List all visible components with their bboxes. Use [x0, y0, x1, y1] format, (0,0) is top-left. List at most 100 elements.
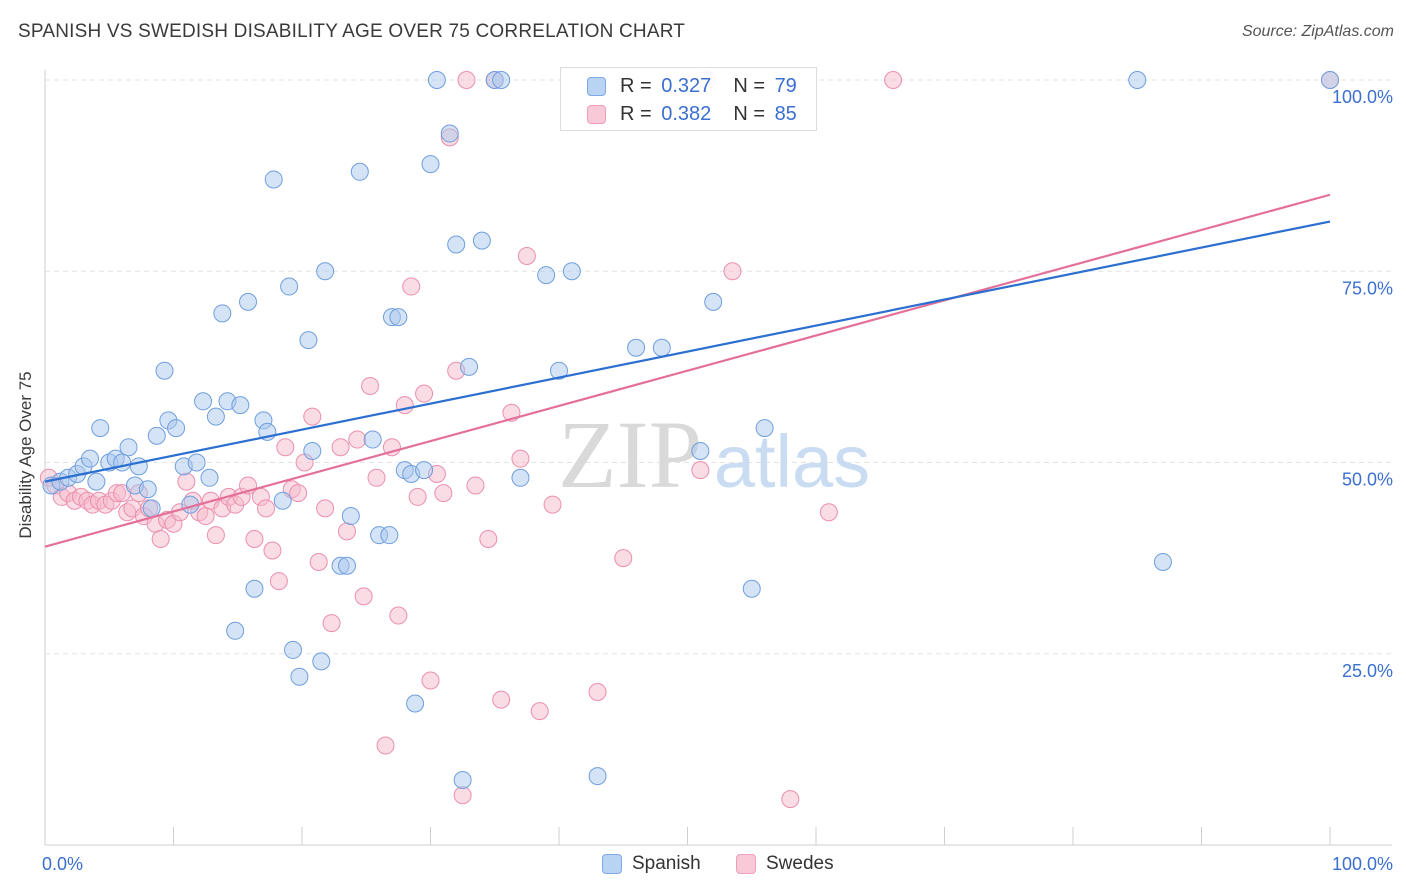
spanish-point	[1321, 71, 1339, 89]
swedes-point	[421, 671, 440, 690]
swedes-point	[376, 736, 395, 755]
spanish-point	[167, 419, 186, 438]
spanish-point	[316, 262, 335, 281]
spanish-point	[226, 621, 245, 640]
spanish-point	[562, 262, 581, 281]
spanish-point	[742, 579, 761, 598]
swedes-point	[389, 606, 408, 625]
spanish-point	[299, 331, 318, 350]
swedes-point	[206, 526, 225, 545]
swedes-point	[289, 484, 308, 503]
swedes-point	[415, 384, 434, 403]
swedes-point	[479, 530, 498, 548]
swedes-point	[269, 572, 288, 591]
spanish-point	[273, 491, 292, 510]
spanish-point	[147, 426, 166, 445]
swedes-point	[884, 71, 903, 89]
swedes-point	[781, 790, 800, 809]
spanish-point	[440, 124, 459, 143]
x-tick-label: 100.0%	[1332, 854, 1393, 874]
spanish-point	[341, 507, 360, 526]
legend-swatch-swedes	[587, 104, 606, 124]
x-tick-label: 0.0%	[42, 854, 83, 874]
bottom-legend-label-spanish: Spanish	[632, 853, 701, 874]
swedes-point	[367, 468, 386, 487]
swedes-point	[434, 484, 453, 503]
spanish-point	[337, 556, 356, 575]
spanish-point	[231, 396, 250, 415]
spanish-point	[194, 392, 213, 411]
spanish-point	[460, 357, 479, 376]
swedes-point	[457, 71, 476, 89]
swedes-point	[819, 503, 838, 522]
spanish-point	[511, 468, 530, 487]
bottom-legend-swatch-swedes	[736, 854, 756, 874]
spanish-point	[627, 338, 646, 357]
legend-n-value: 85	[774, 102, 797, 125]
swedes-point	[408, 487, 427, 506]
legend-swatch-spanish	[587, 76, 606, 96]
legend-n-value: 79	[774, 74, 797, 97]
swedes-point	[517, 246, 536, 265]
spanish-point	[213, 304, 232, 323]
bottom-legend-swedes: Swedes	[736, 852, 834, 876]
spanish-point	[406, 694, 425, 713]
spanish-point	[755, 419, 774, 438]
spanish-point	[312, 652, 331, 671]
spanish-point	[1153, 552, 1172, 571]
spanish-point	[492, 71, 511, 89]
spanish-point	[303, 442, 322, 461]
legend-r-value: 0.382	[661, 102, 712, 125]
spanish-point	[537, 266, 556, 285]
legend-r-label: R =	[620, 74, 652, 97]
y-tick-label: 25.0%	[1342, 661, 1393, 681]
tick-labels: 100.0% 75.0% 50.0% 25.0% 0.0% 100.0%	[42, 87, 1393, 874]
swedes-point	[276, 438, 295, 457]
swedes-point	[196, 507, 215, 526]
legend-row-swedes: R = 0.382 N = 85	[587, 101, 797, 127]
bottom-legend-label-swedes: Swedes	[766, 853, 834, 874]
spanish-point	[280, 277, 299, 296]
watermark: ZIP atlas	[558, 401, 870, 508]
chart-title: SPANISH VS SWEDISH DISABILITY AGE OVER 7…	[18, 21, 686, 42]
spanish-point	[350, 162, 369, 181]
swedes-point	[453, 786, 472, 805]
legend-n-label: N =	[733, 102, 765, 125]
swedes-point	[245, 530, 264, 548]
y-tick-label: 50.0%	[1342, 470, 1393, 490]
swedes-point	[316, 499, 335, 518]
y-tick-label: 75.0%	[1342, 278, 1393, 298]
legend-r-label: R =	[620, 102, 652, 125]
swedes-point	[331, 438, 350, 457]
spanish-point	[380, 526, 399, 545]
spanish-point	[389, 308, 408, 327]
legend-r-value: 0.327	[661, 74, 712, 97]
swedes-point	[466, 476, 485, 495]
swedes-point	[151, 530, 170, 548]
spanish-point	[704, 292, 723, 311]
swedes-point	[723, 262, 742, 281]
spanish-point	[80, 449, 99, 468]
trendlines	[44, 193, 1331, 548]
spanish-point	[550, 361, 568, 380]
spanish-point	[239, 292, 258, 311]
spanish-point	[652, 338, 671, 357]
swedes-point	[177, 472, 196, 491]
swedes-point	[614, 549, 633, 568]
spanish-point	[264, 170, 283, 189]
swedes-point	[361, 377, 380, 395]
swedes-point	[257, 499, 276, 518]
swedes-point	[588, 683, 607, 701]
correlation-legend: R = 0.327 N = 79 R = 0.382 N = 85	[560, 67, 817, 131]
swedes-point	[348, 430, 367, 449]
axes	[44, 70, 1392, 846]
legend-row-spanish: R = 0.327 N = 79	[587, 73, 797, 99]
spanish-point	[453, 770, 472, 789]
spanish-point	[87, 472, 106, 491]
spanish-point	[284, 640, 303, 659]
spanish-point	[447, 235, 466, 254]
spanish-point	[427, 71, 446, 89]
spanish-trendline	[44, 220, 1331, 483]
bottom-legend-spanish: Spanish	[602, 852, 701, 876]
